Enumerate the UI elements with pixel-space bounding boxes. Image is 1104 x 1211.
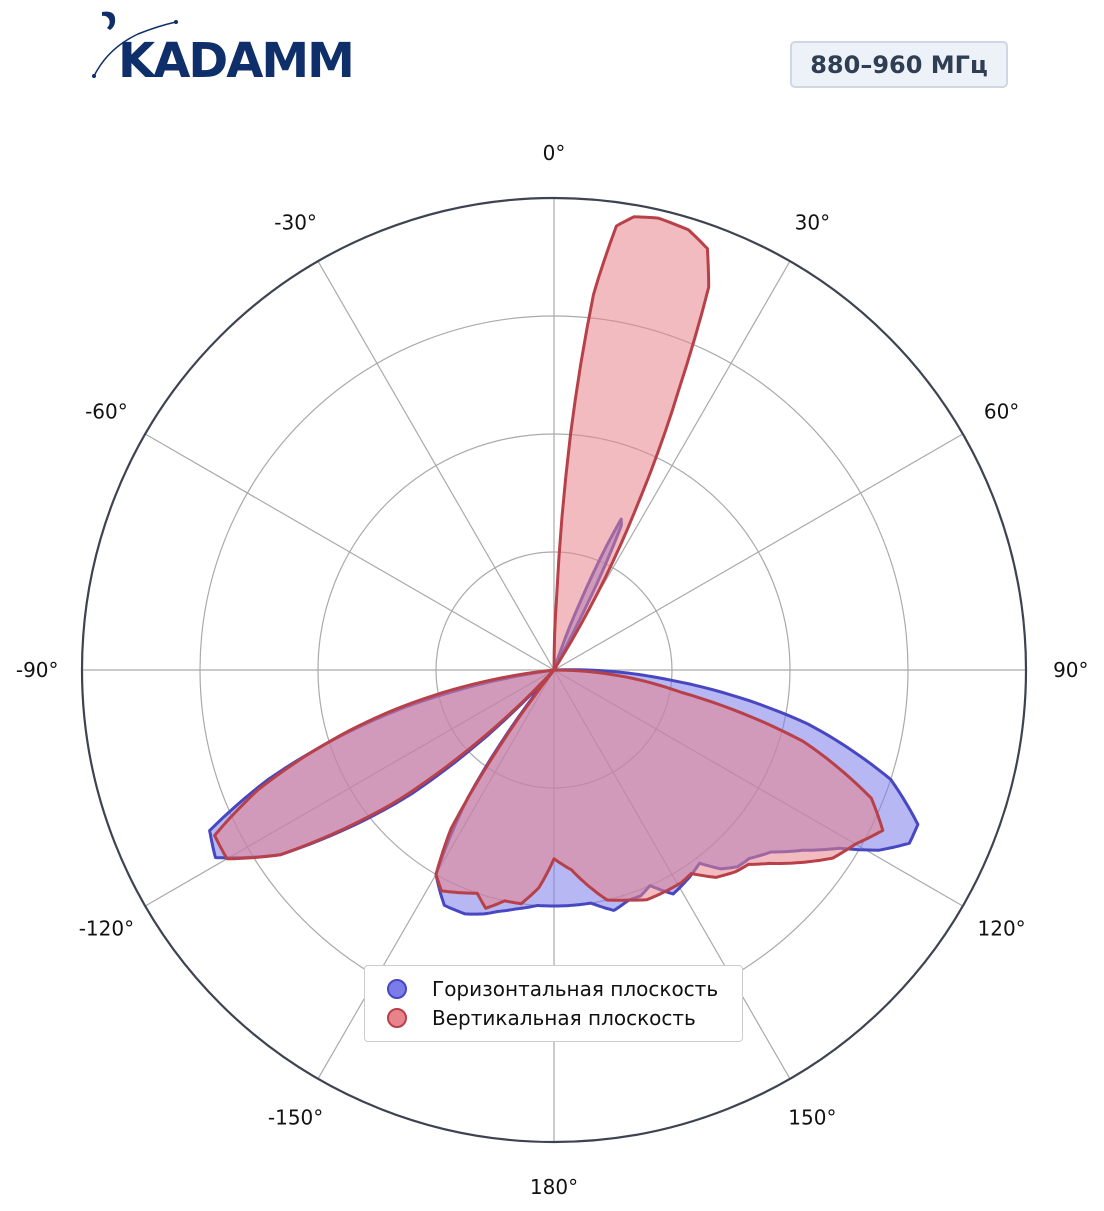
kadamm-logo-mark: KADAMM: [92, 11, 355, 89]
frequency-badge: 880–960 МГц: [790, 41, 1008, 88]
legend-marker-horizontal: [387, 979, 407, 999]
angle-tick-label: -120°: [79, 916, 134, 940]
angle-tick-label: 60°: [984, 400, 1019, 424]
legend-label-horizontal: Горизонтальная плоскость: [432, 977, 719, 1001]
angle-tick-label: 90°: [1053, 658, 1088, 682]
angle-tick-label: 150°: [788, 1106, 836, 1130]
angle-tick-label: -30°: [274, 210, 317, 234]
angle-tick-label: -90°: [16, 658, 59, 682]
series-layer: [208, 215, 920, 916]
legend-label-vertical: Вертикальная плоскость: [432, 1006, 696, 1030]
angle-tick-label: 0°: [543, 141, 566, 165]
angle-tick-label: 30°: [795, 210, 830, 234]
legend: Горизонтальная плоскость Вертикальная пл…: [364, 965, 743, 1042]
angle-tick-label: 180°: [530, 1175, 578, 1199]
polar-outer-frame: [80, 196, 1028, 1144]
legend-item-horizontal: Горизонтальная плоскость: [387, 976, 718, 1002]
angle-tick-label: 120°: [978, 916, 1026, 940]
logo-wordmark: KADAMM: [118, 33, 353, 88]
series-1-pattern: [213, 215, 885, 910]
legend-marker-vertical: [387, 1008, 407, 1028]
kadamm-logo: KADAMM: [88, 8, 368, 89]
legend-item-vertical: Вертикальная плоскость: [387, 1005, 696, 1031]
angle-tick-label: -60°: [85, 400, 128, 424]
angle-tick-label: -150°: [268, 1106, 323, 1130]
angle-tick-labels: 0° 30° 60° 90° 120° 150° 180° -150° -120° -90° -60…: [16, 141, 1089, 1199]
